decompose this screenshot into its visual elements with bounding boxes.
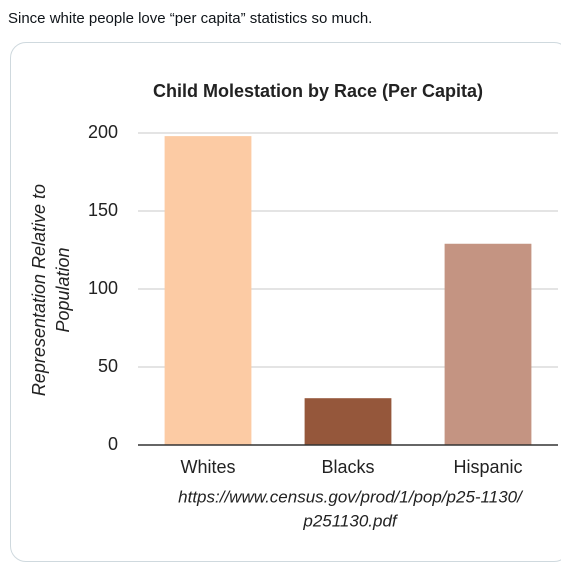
y-axis-label: Representation Relative to Population bbox=[29, 184, 73, 396]
x-tick-label: Blacks bbox=[321, 457, 374, 477]
source: p251130.pdf bbox=[302, 511, 399, 530]
chart: Child Molestation by Race (Per Capita) R… bbox=[29, 81, 558, 530]
y-tick-label: 50 bbox=[98, 356, 118, 376]
y-tick-label: 200 bbox=[88, 122, 118, 142]
bar bbox=[444, 243, 532, 445]
y-tick-label: 0 bbox=[108, 434, 118, 454]
x-tick-label: Whites bbox=[180, 457, 235, 477]
source: https://www.census.gov/prod/1/pop/p25-11… bbox=[178, 487, 524, 506]
bar bbox=[164, 136, 252, 445]
post-text: Since white people love “per capita” sta… bbox=[8, 10, 373, 27]
y-tick-label: 100 bbox=[88, 278, 118, 298]
bar bbox=[304, 398, 392, 445]
y-axis-label-line: Population bbox=[53, 247, 73, 332]
x-tick-label: Hispanic bbox=[453, 457, 522, 477]
page: Since white people love “per capita” sta… bbox=[8, 10, 561, 562]
y-axis-label-line: Representation Relative to bbox=[29, 184, 49, 396]
y-tick-label: 150 bbox=[88, 200, 118, 220]
chart-title: Child Molestation by Race (Per Capita) bbox=[153, 81, 483, 101]
